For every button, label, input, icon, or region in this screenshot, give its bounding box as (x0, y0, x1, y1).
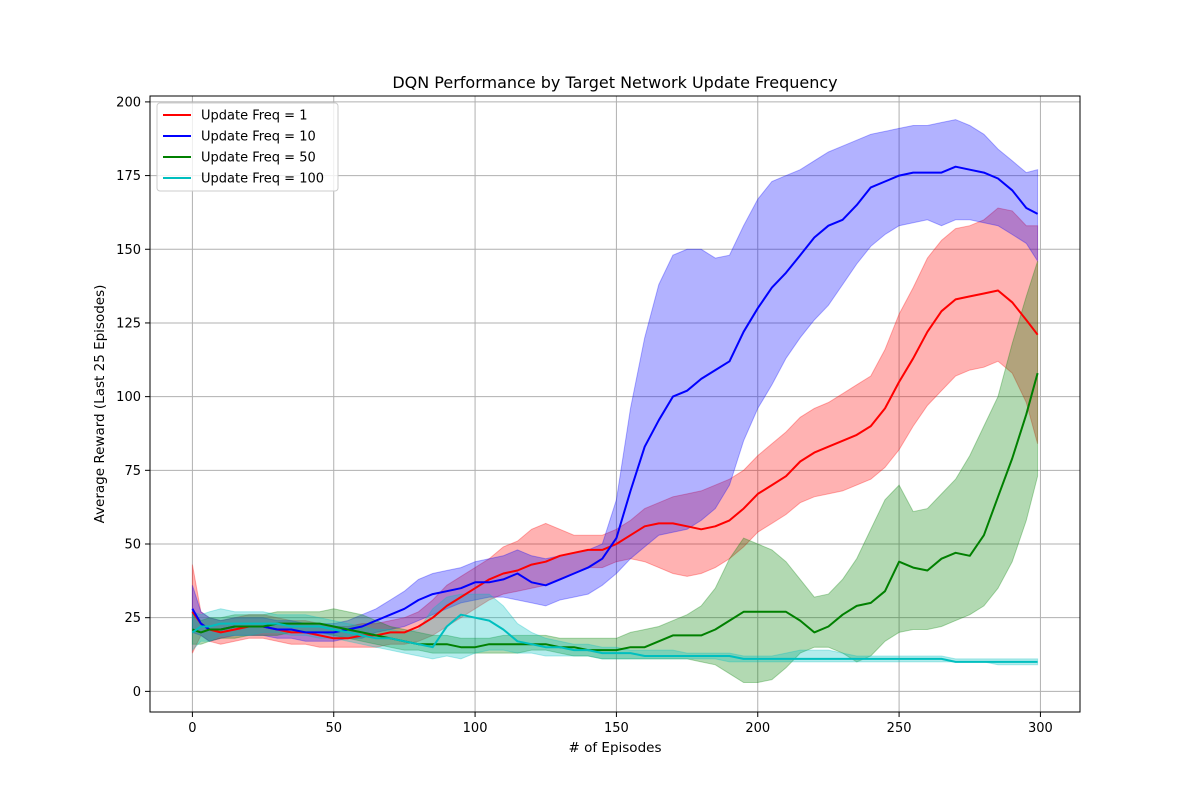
chart-title: DQN Performance by Target Network Update… (392, 73, 837, 92)
legend-label: Update Freq = 100 (201, 172, 324, 187)
y-tick-label: 175 (116, 169, 141, 184)
y-axis-label: Average Reward (Last 25 Episodes) (92, 285, 108, 524)
y-tick-label: 75 (124, 464, 141, 479)
confidence-bands (191, 119, 1039, 683)
plot-area (150, 96, 1080, 712)
y-tick-label: 25 (124, 611, 141, 626)
grid-lines (150, 96, 1080, 712)
y-tick-label: 50 (124, 538, 141, 553)
x-tick-label: 250 (887, 721, 912, 736)
line-update-freq-50 (192, 372, 1039, 652)
x-tick-label: 150 (604, 721, 629, 736)
x-tick-label: 0 (188, 721, 196, 736)
y-axis-ticks: 0 25 50 75 100 125 150 175 200 (116, 95, 150, 700)
legend: Update Freq = 1 Update Freq = 10 Update Fr… (156, 102, 339, 192)
x-tick-label: 200 (745, 721, 770, 736)
legend-label: Update Freq = 1 (201, 109, 307, 124)
line-update-freq-100 (191, 613, 1038, 663)
legend-label: Update Freq = 50 (201, 151, 316, 166)
y-tick-label: 0 (133, 685, 141, 700)
band-update-freq-100 (191, 593, 1039, 666)
series-lines (191, 165, 1039, 663)
x-tick-label: 100 (463, 721, 488, 736)
x-tick-label: 300 (1028, 721, 1053, 736)
legend-label: Update Freq = 10 (201, 130, 316, 145)
y-tick-label: 125 (116, 316, 141, 331)
y-tick-label: 200 (116, 95, 141, 110)
x-tick-label: 50 (325, 721, 342, 736)
band-update-freq-1 (191, 207, 1039, 654)
y-tick-label: 100 (116, 390, 141, 405)
band-update-freq-10 (191, 119, 1039, 642)
band-update-freq-50 (191, 260, 1039, 683)
x-axis-ticks: 0 50 100 150 200 250 300 (188, 712, 1053, 736)
y-tick-label: 150 (116, 243, 141, 258)
x-axis-label: # of Episodes (569, 740, 662, 756)
legend-box (156, 102, 339, 192)
plot-frame (149, 95, 1081, 713)
line-update-freq-10 (191, 165, 1039, 634)
